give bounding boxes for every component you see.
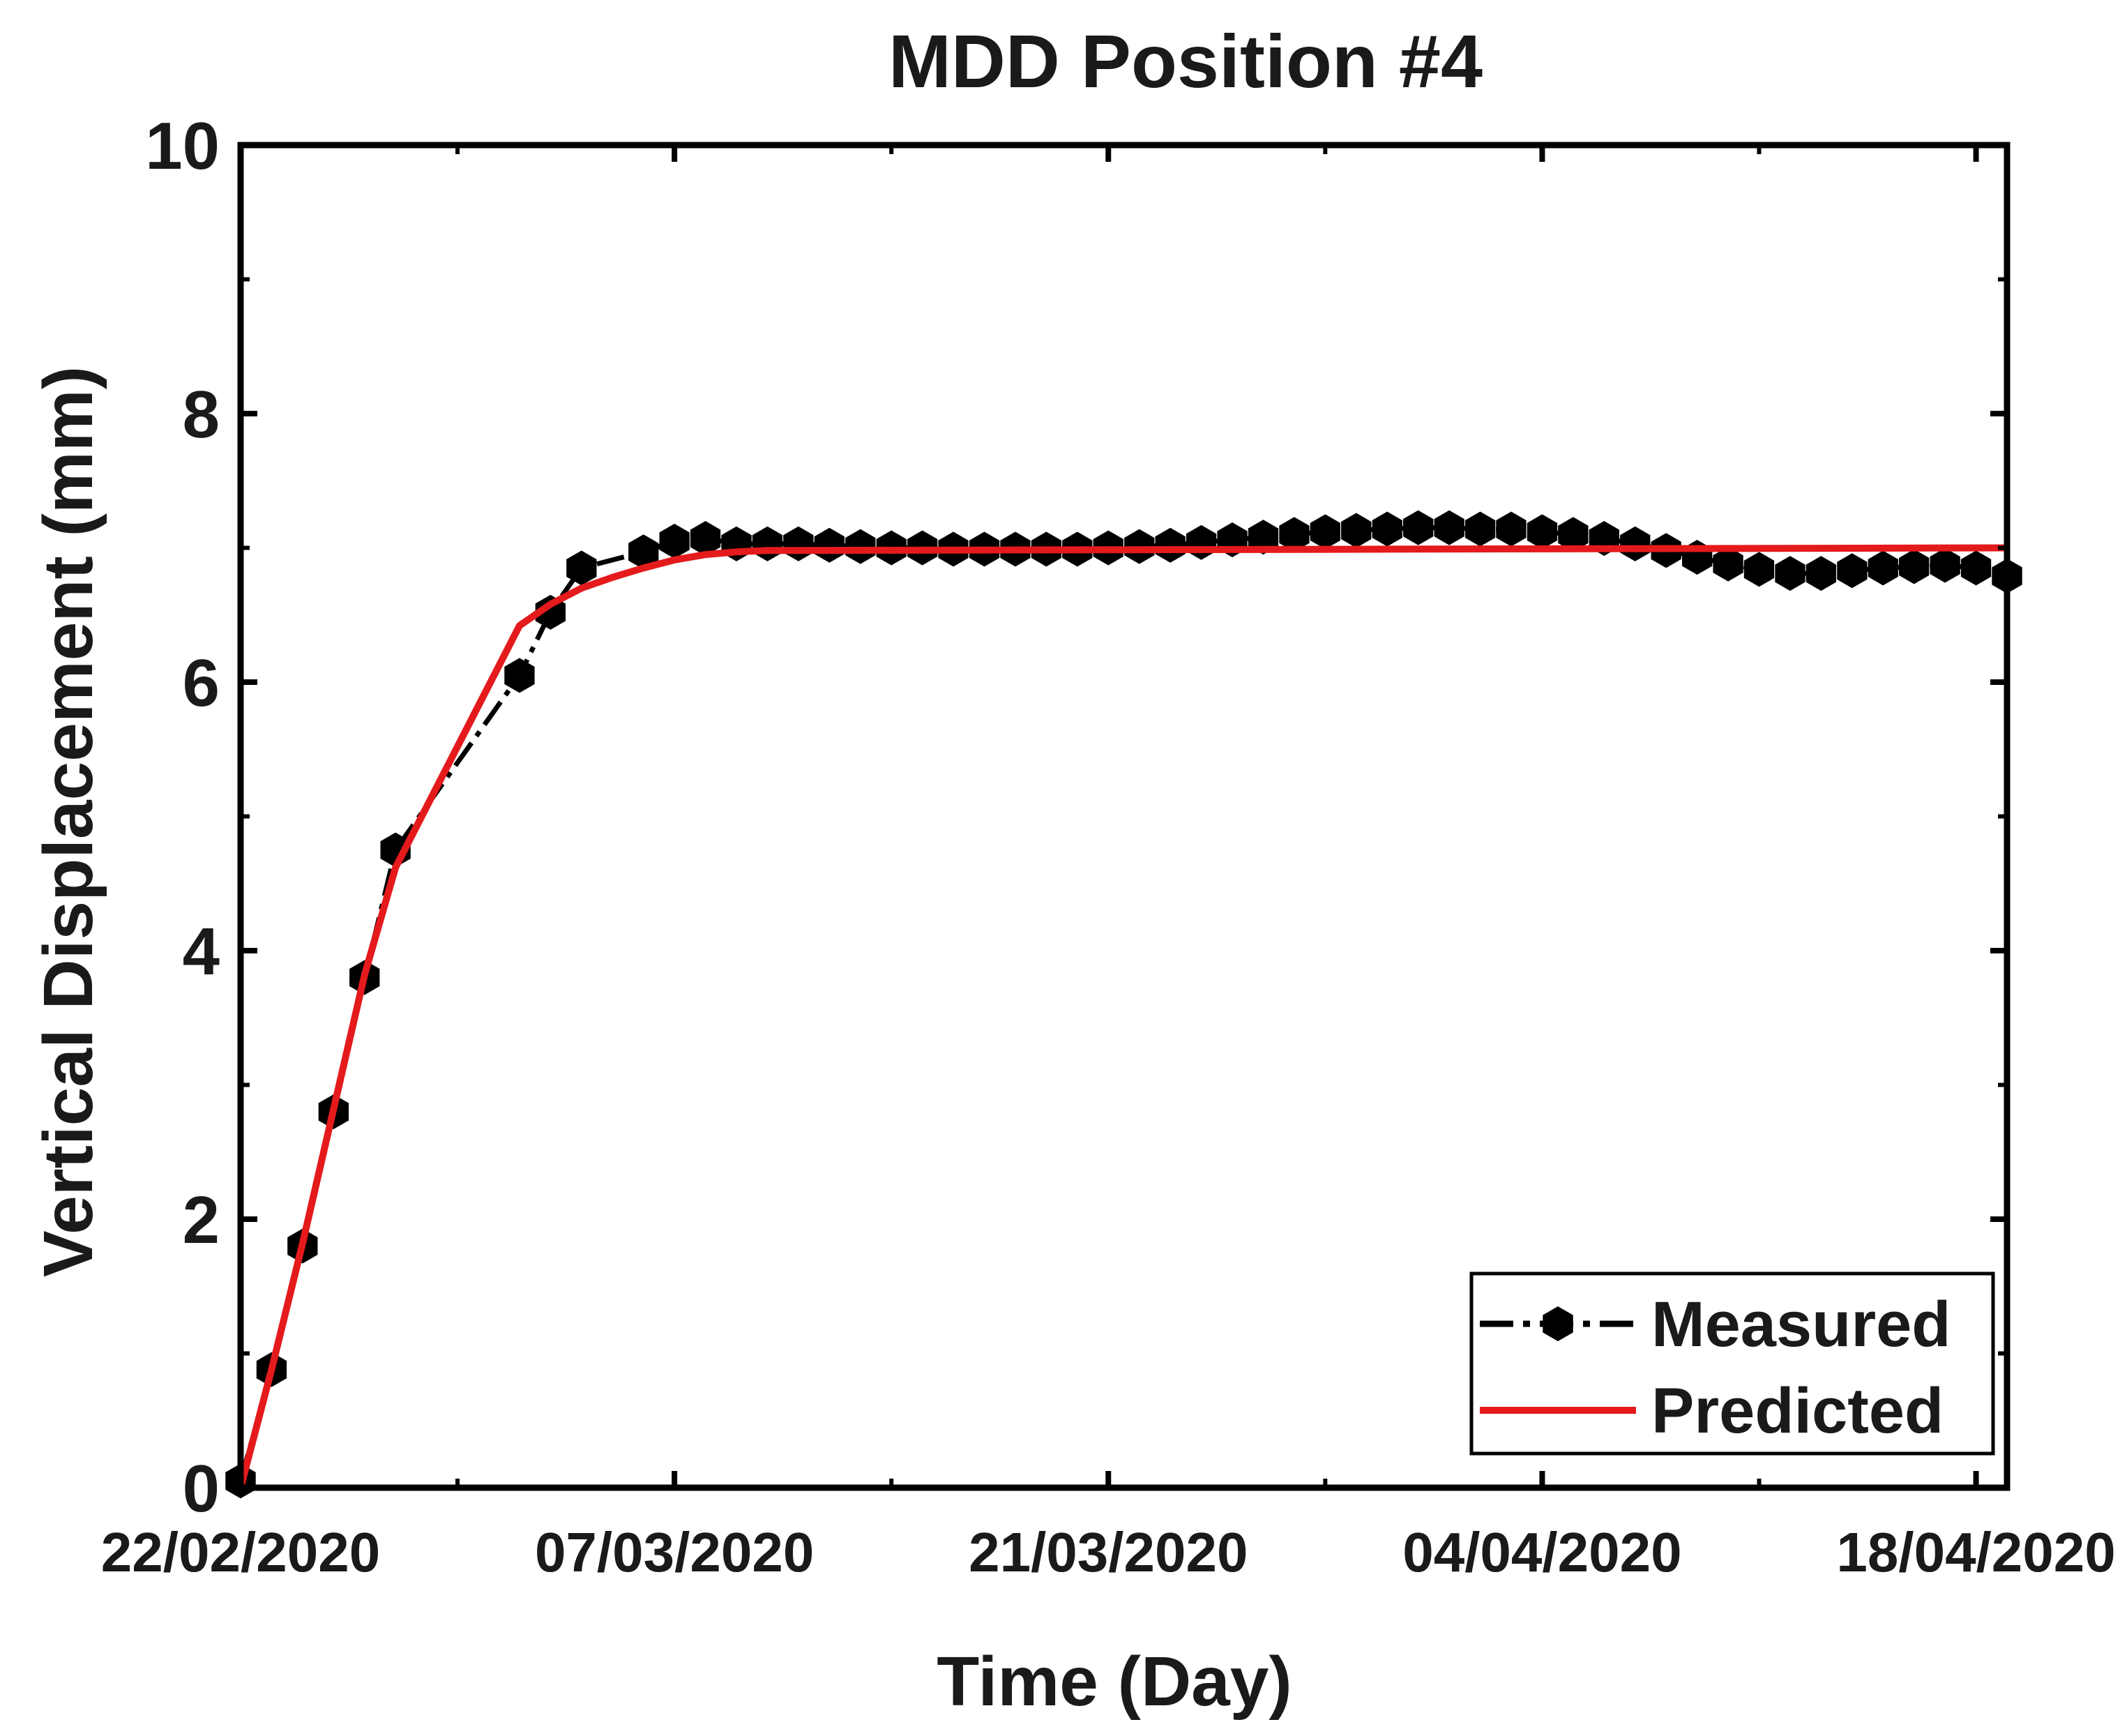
measured-point [1620, 526, 1651, 561]
measured-point [845, 529, 876, 564]
measured-point [1527, 514, 1558, 550]
legend: Measured Predicted [1469, 1271, 1995, 1456]
measured-point [1403, 510, 1434, 545]
measured-point [1310, 514, 1340, 550]
x-axis-label: Time (Day) [937, 1643, 1292, 1721]
measured-point [1743, 552, 1775, 587]
measured-point [1899, 549, 1930, 584]
measured-point [1930, 548, 1960, 583]
measured-point [1372, 511, 1402, 547]
measured-point [1558, 517, 1589, 552]
measured-point [1837, 553, 1868, 589]
y-tick-label: 2 [183, 1183, 220, 1258]
predicted-line [237, 544, 2008, 1489]
measured-point [628, 534, 659, 570]
chart-title: MDD Position #4 [888, 19, 1483, 103]
measured-point [1496, 511, 1527, 547]
measured-point [1775, 556, 1805, 591]
measured-point [690, 521, 721, 556]
measured-point [1341, 513, 1372, 548]
y-tick-label: 6 [183, 646, 220, 720]
y-tick-label: 0 [183, 1451, 220, 1526]
measured-point [1960, 550, 1992, 586]
measured-point [1805, 556, 1836, 591]
measured-point [1155, 527, 1186, 563]
legend-box [1469, 1271, 1995, 1456]
measured-point [1434, 510, 1464, 545]
y-tick-label: 10 [145, 109, 220, 183]
legend-measured-label: Measured [1651, 1289, 1951, 1360]
legend-predicted-label: Predicted [1651, 1375, 1944, 1447]
measured-point [566, 550, 597, 586]
measured-point [814, 527, 845, 563]
x-tick-label: 22/02/2020 [101, 1521, 380, 1583]
plot-area [225, 510, 2022, 1499]
legend-measured-marker [1543, 1306, 1573, 1341]
measured-point [1279, 517, 1310, 552]
y-tick-label: 8 [183, 377, 220, 452]
measured-point [1868, 550, 1898, 586]
x-tick-label: 21/03/2020 [969, 1521, 1248, 1583]
measured-point [783, 526, 814, 561]
x-tick-label: 07/03/2020 [535, 1521, 814, 1583]
measured-point [504, 658, 535, 693]
y-tick-label: 4 [183, 914, 220, 989]
x-tick-label: 04/04/2020 [1402, 1521, 1681, 1583]
x-tick-label: 18/04/2020 [1836, 1521, 2115, 1583]
measured-point [659, 523, 690, 559]
measured-point [1186, 524, 1217, 560]
measured-point [1713, 546, 1743, 582]
measured-point [1464, 511, 1496, 547]
measured-point [1248, 520, 1279, 555]
measured-point [752, 526, 783, 561]
y-axis-label: Vertical Displacement (mm) [29, 366, 107, 1277]
axes: 0 2 4 6 8 10 22/02/2020 07/03/2020 21/03/2020 04/… [101, 109, 2116, 1583]
